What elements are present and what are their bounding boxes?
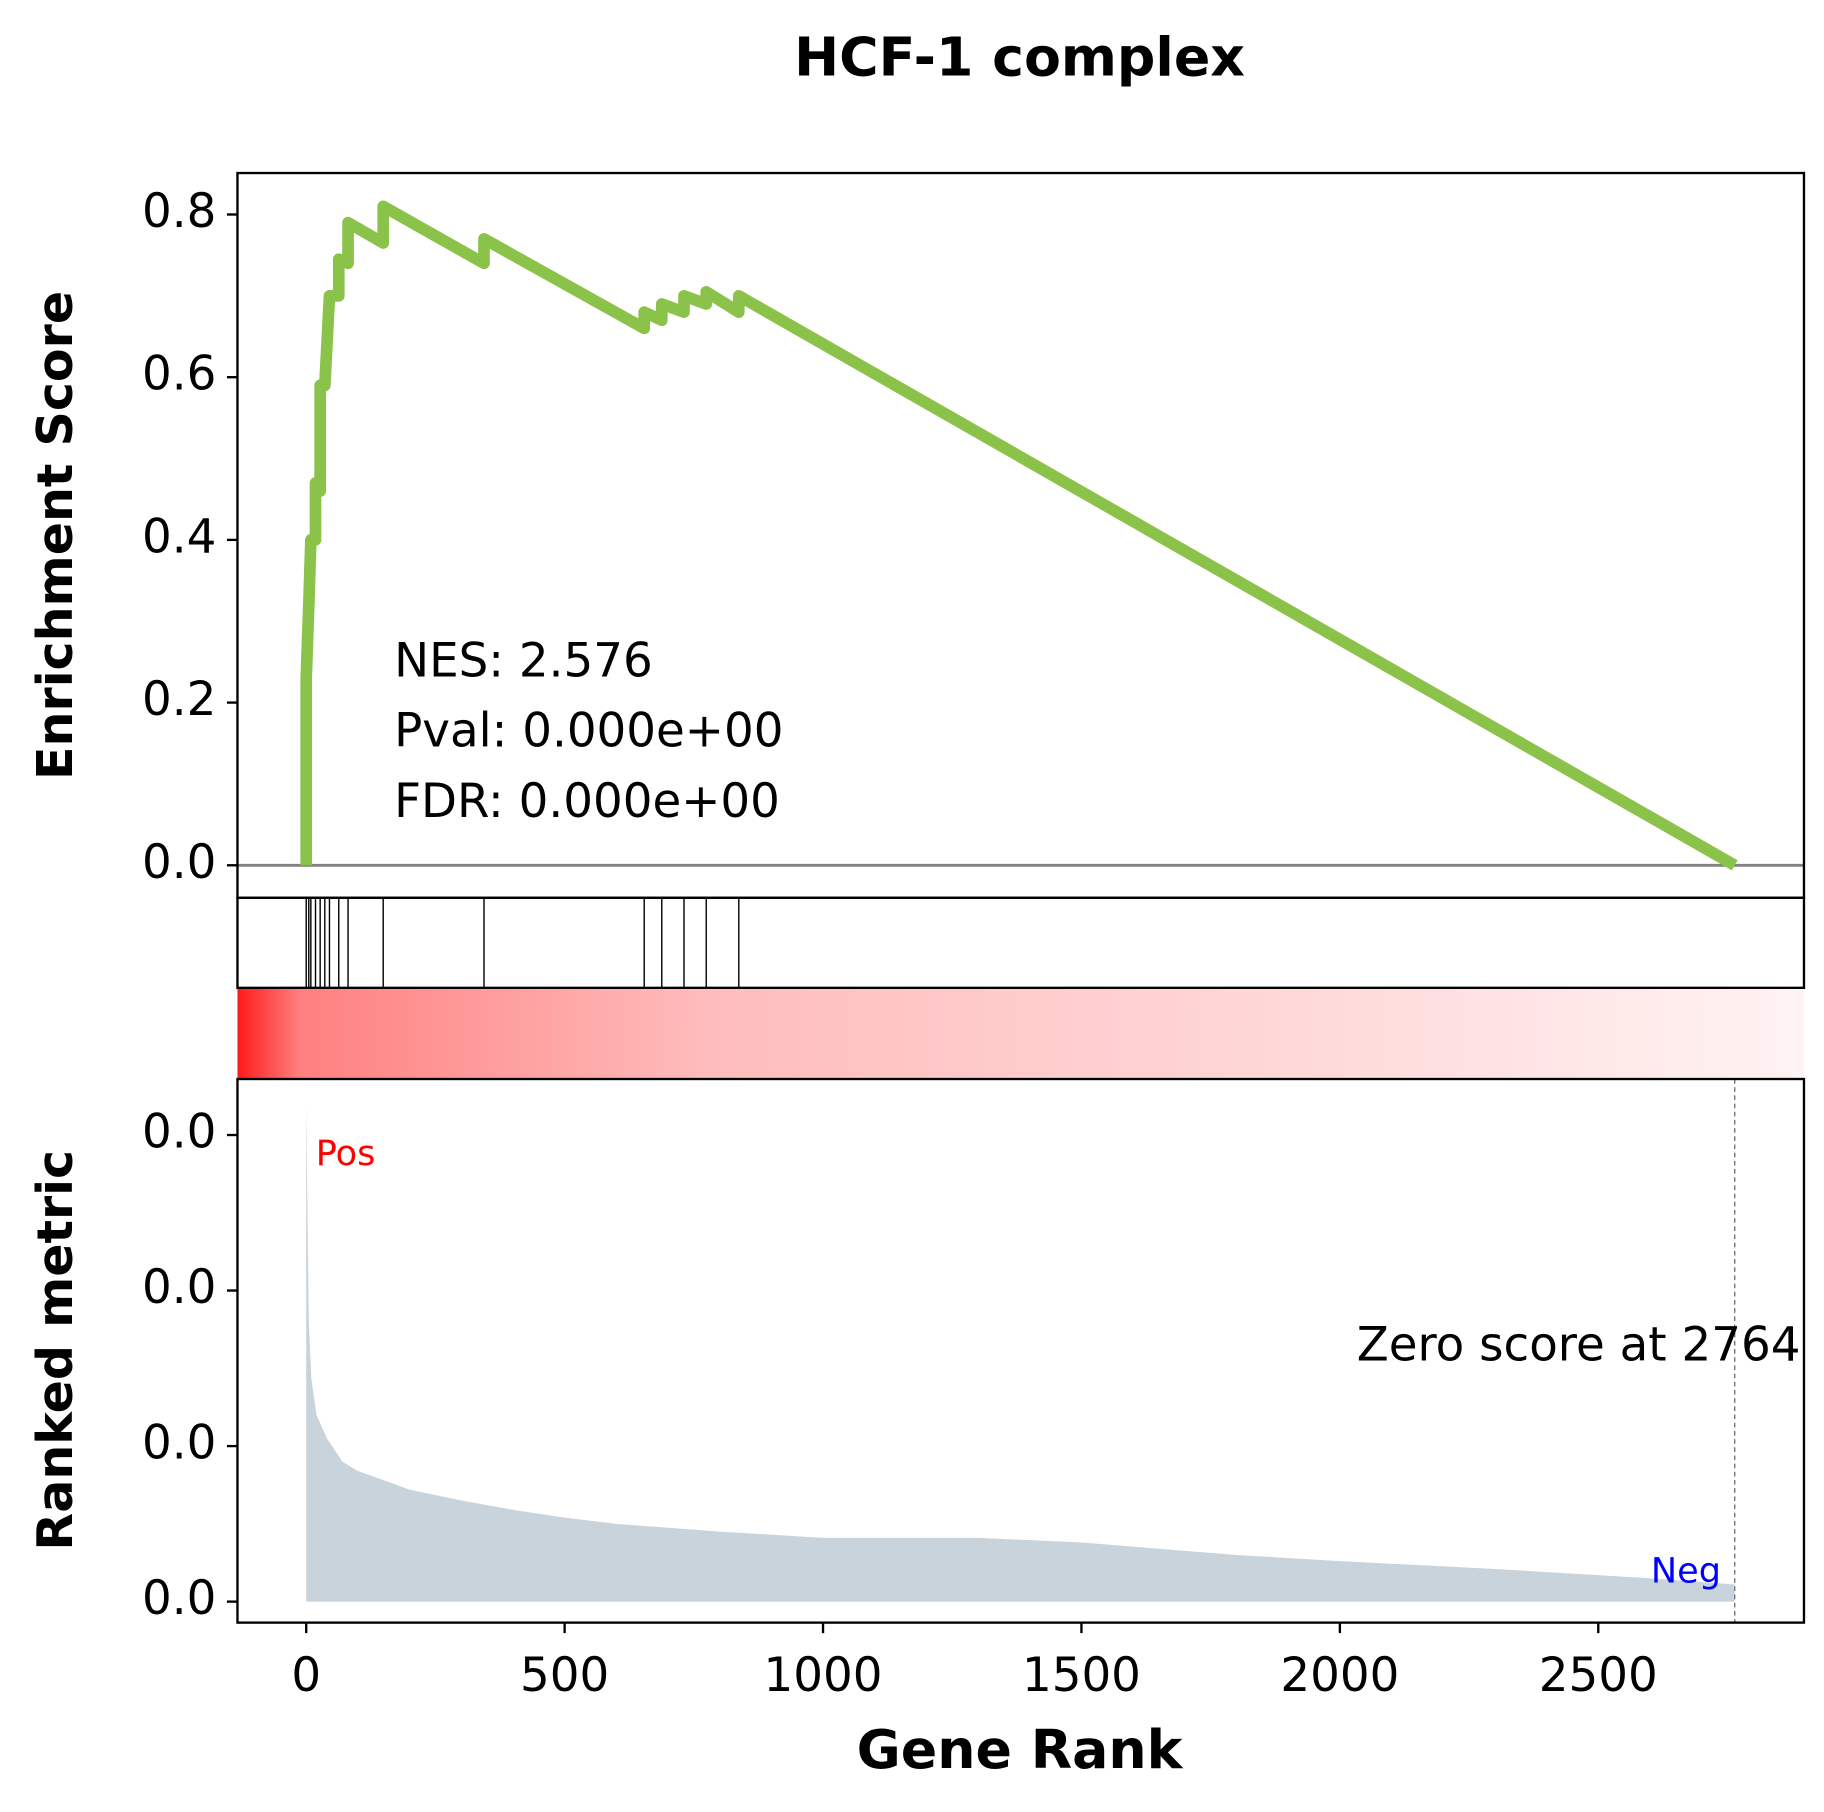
y-tick-label: 0.6 [142,348,216,402]
axes-frame [236,896,1806,990]
x-tick-label: 1000 [764,1649,883,1703]
y-axis-label: Enrichment Score [26,291,84,780]
color-bar [237,987,1804,1080]
x-tick-label: 1500 [1022,1649,1141,1703]
y-tick-label: 0.8 [142,185,216,239]
stat-text: Pval: 0.000e+00 [394,705,783,759]
y-tick-label: 0.0 [142,836,216,890]
x-tick-label: 0 [291,1649,321,1703]
x-tick-label: 500 [520,1649,609,1703]
y2-tick-label: 0.0 [142,1417,216,1471]
enrichment-line [300,200,1738,871]
y-tick-label: 0.2 [142,673,216,727]
x-tick-label: 2500 [1539,1649,1658,1703]
pos-label: Pos [316,1133,376,1174]
ranked-metric-area [306,1102,1735,1602]
chart-title: HCF-1 complex [794,25,1245,88]
neg-label: Neg [1651,1550,1721,1591]
y2-tick-label: 0.0 [142,1261,216,1315]
axes-frame [236,1077,1806,1624]
y2-tick-label: 0.0 [142,1572,216,1626]
zero-score-label: Zero score at 2764 [1357,1318,1801,1372]
y2-tick-label: 0.0 [142,1106,216,1160]
y2-axis-label: Ranked metric [26,1150,84,1551]
x-tick-label: 2000 [1280,1649,1399,1703]
x-axis-label: Gene Rank [857,1718,1184,1781]
y-tick-label: 0.4 [142,510,216,564]
stat-text: NES: 2.576 [394,635,653,689]
stat-text: FDR: 0.000e+00 [394,775,780,829]
